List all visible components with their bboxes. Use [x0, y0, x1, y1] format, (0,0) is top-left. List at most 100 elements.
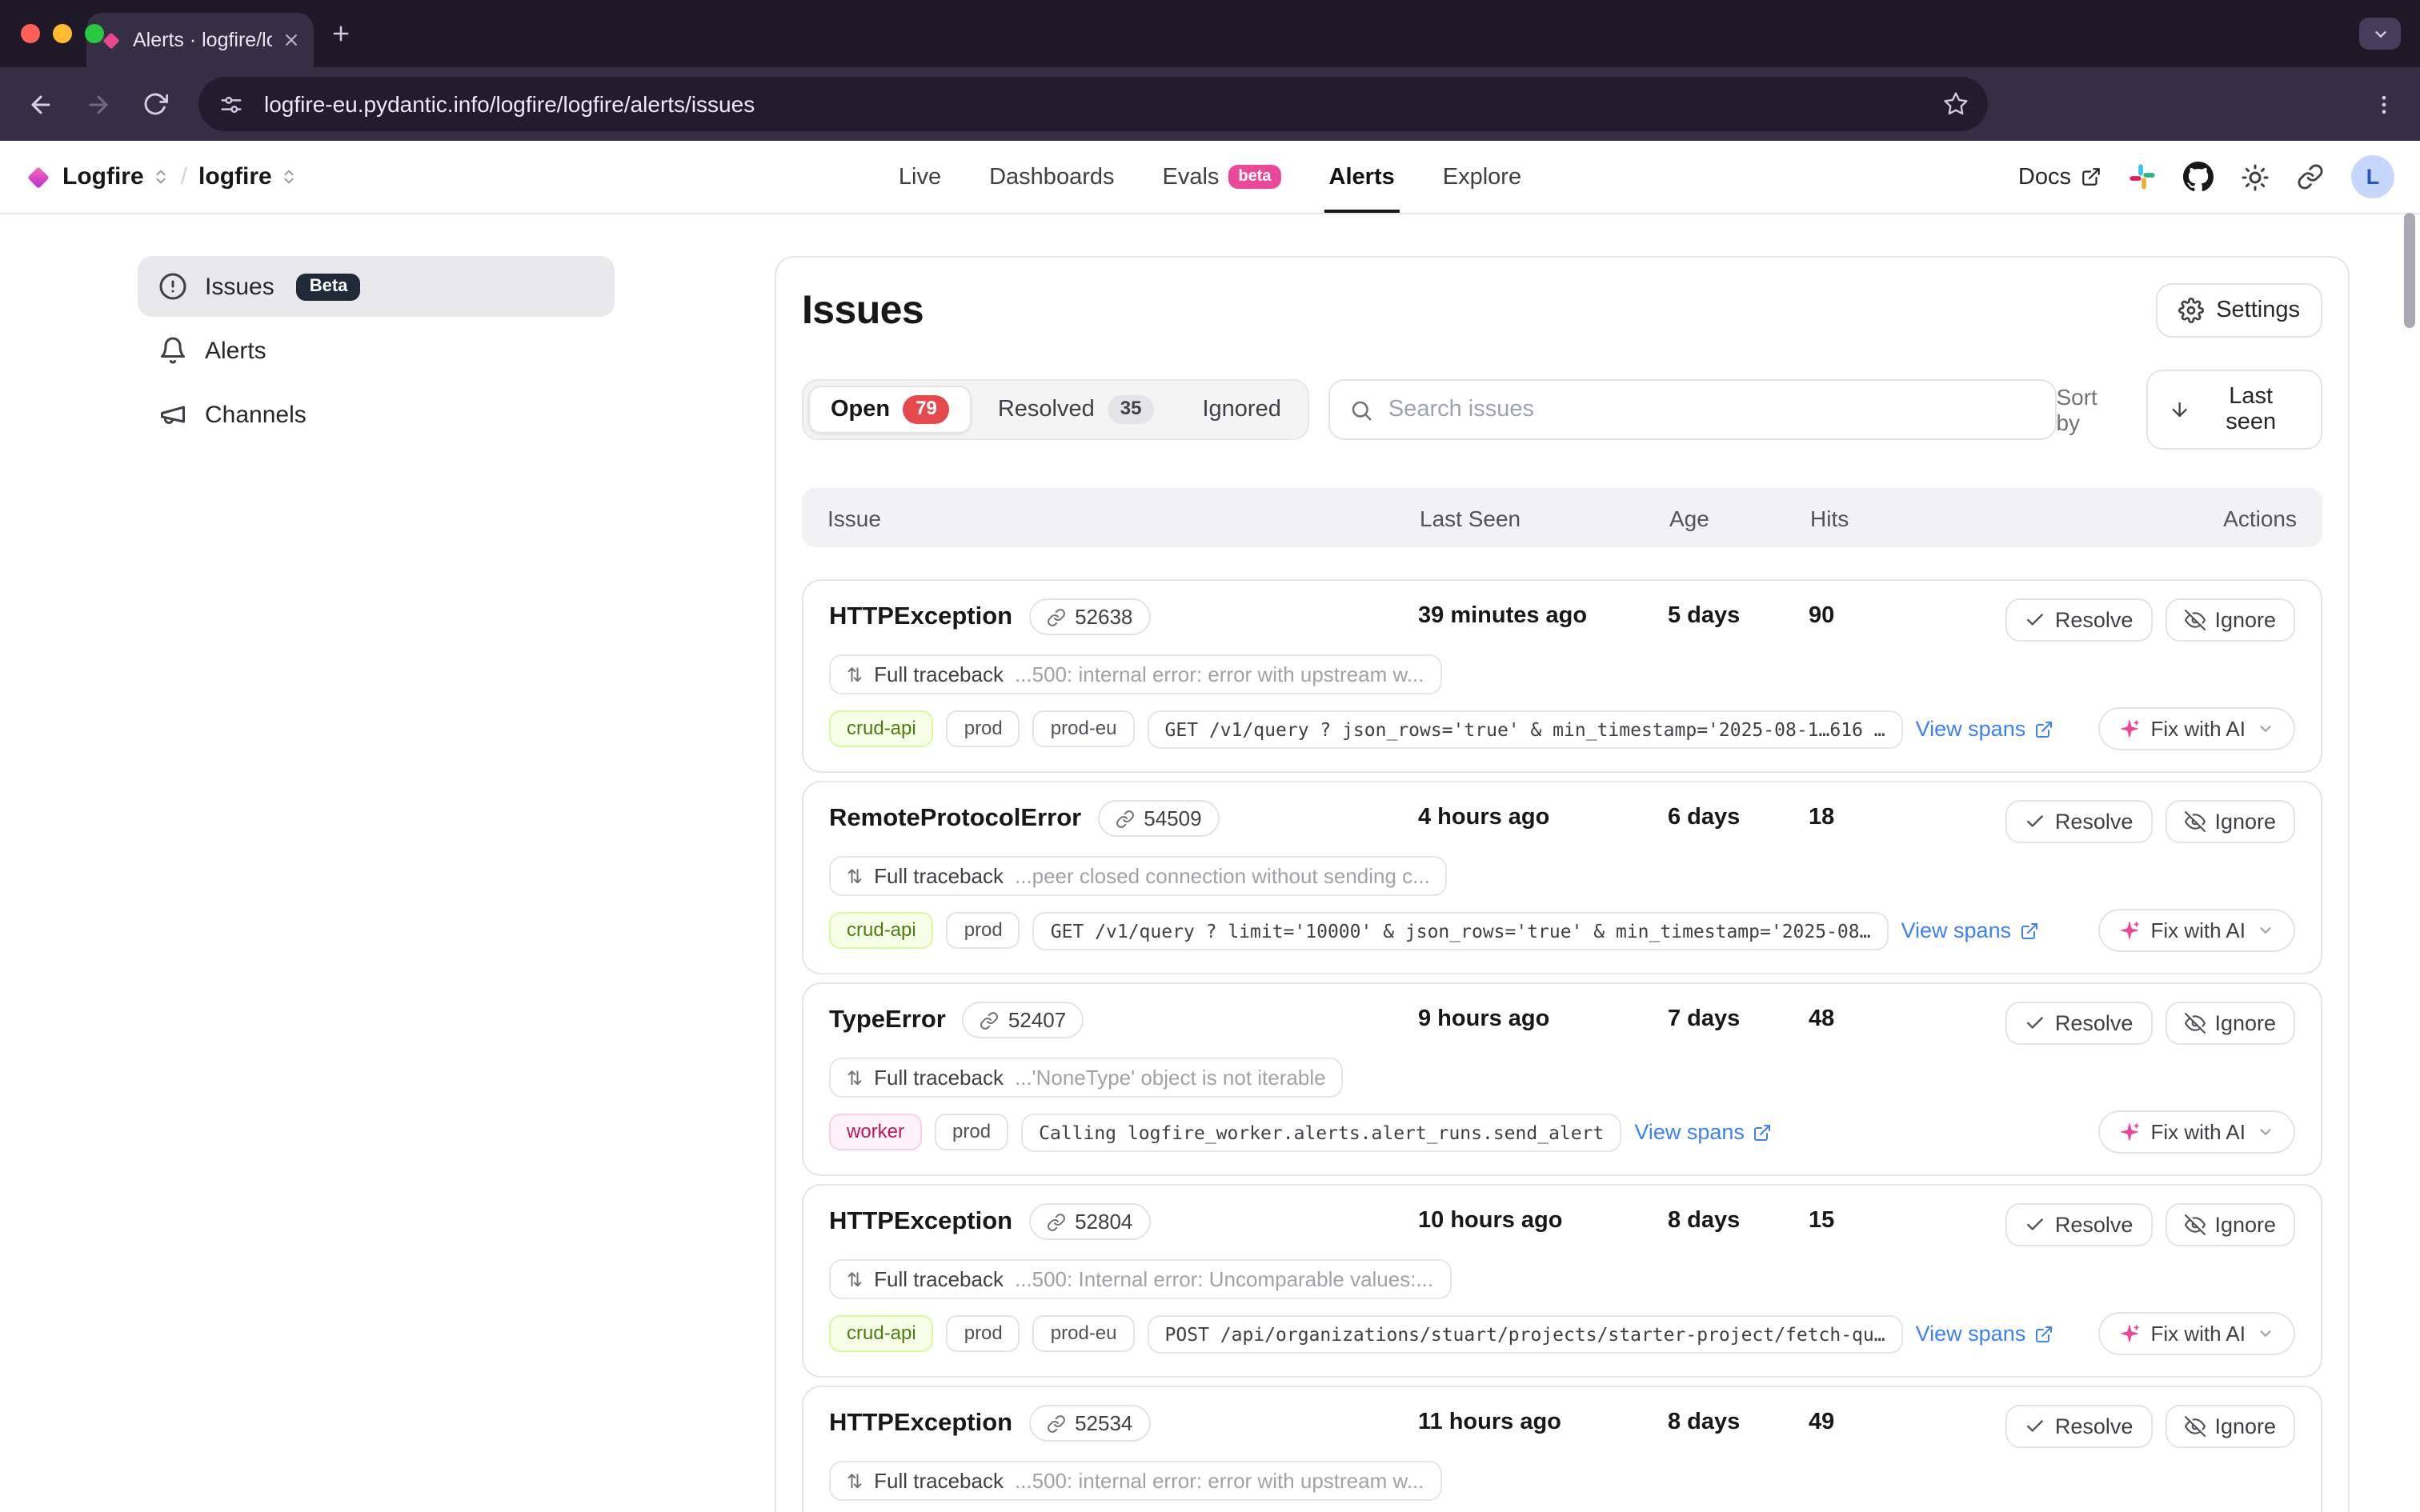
tab-ignored[interactable]: Ignored — [1180, 387, 1303, 432]
nav-evals[interactable]: Evals beta — [1162, 141, 1281, 213]
slack-icon[interactable] — [2129, 163, 2156, 190]
search-box[interactable] — [1328, 379, 2057, 440]
ignore-button[interactable]: Ignore — [2165, 598, 2295, 642]
link-icon — [1046, 607, 1065, 626]
close-window-button[interactable] — [21, 24, 40, 43]
traceback-message: ...'NoneType' object is not iterable — [1014, 1066, 1326, 1090]
issues-beta-badge: Beta — [296, 273, 361, 300]
new-tab-button[interactable] — [330, 22, 352, 45]
docs-link[interactable]: Docs — [2018, 164, 2101, 190]
back-button[interactable] — [13, 77, 67, 131]
nav-alerts[interactable]: Alerts — [1324, 141, 1400, 213]
sidebar-item-alerts[interactable]: Alerts — [138, 320, 615, 381]
sidebar-item-label: Channels — [205, 401, 307, 428]
forward-button[interactable] — [70, 77, 125, 131]
traceback-pill[interactable]: ⇅ Full traceback ...500: Internal error:… — [829, 1259, 1452, 1299]
minimize-window-button[interactable] — [53, 24, 72, 43]
fix-with-ai-button[interactable]: Fix with AI — [2097, 1110, 2295, 1154]
ignore-button[interactable]: Ignore — [2165, 1002, 2295, 1045]
check-icon — [2025, 1013, 2045, 1034]
evals-beta-badge: beta — [1228, 165, 1281, 189]
traceback-pill[interactable]: ⇅ Full traceback ...500: internal error:… — [829, 654, 1442, 694]
user-avatar[interactable]: L — [2351, 155, 2394, 198]
tab-list-chevron-button[interactable] — [2359, 18, 2401, 50]
issue-id-badge[interactable]: 52534 — [1028, 1405, 1151, 1442]
url-text: logfire-eu.pydantic.info/logfire/logfire… — [264, 91, 755, 117]
page-scrollbar[interactable] — [2404, 213, 2415, 328]
issue-id: 52534 — [1075, 1411, 1133, 1435]
nav-dashboards[interactable]: Dashboards — [989, 164, 1115, 190]
issue-card: HTTPException 52638 39 minutes ago 5 day… — [802, 579, 2322, 773]
view-spans-link[interactable]: View spans — [1916, 1322, 2053, 1346]
theme-toggle-icon[interactable] — [2241, 162, 2270, 191]
zoom-window-button[interactable] — [85, 24, 104, 43]
fix-with-ai-button[interactable]: Fix with AI — [2097, 1312, 2295, 1355]
traceback-label: Full traceback — [874, 1267, 1004, 1291]
nav-explore[interactable]: Explore — [1442, 164, 1522, 190]
traceback-pill[interactable]: ⇅ Full traceback ...peer closed connecti… — [829, 856, 1448, 896]
address-bar[interactable]: logfire-eu.pydantic.info/logfire/logfire… — [198, 77, 1988, 131]
table-header: Issue Last Seen Age Hits Actions — [802, 488, 2322, 547]
traceback-pill[interactable]: ⇅ Full traceback ...500: internal error:… — [829, 1461, 1442, 1501]
ignore-button[interactable]: Ignore — [2165, 800, 2295, 843]
sidebar-item-issues[interactable]: Issues Beta — [138, 256, 615, 317]
resolve-button[interactable]: Resolve — [2005, 1405, 2153, 1448]
fix-with-ai-button[interactable]: Fix with AI — [2097, 909, 2295, 952]
browser-tab[interactable]: Alerts · logfire/logfire · Pydan — [86, 13, 314, 67]
tab-close-icon[interactable] — [283, 32, 299, 48]
issue-id-badge[interactable]: 52407 — [961, 1002, 1084, 1038]
tab-resolved[interactable]: Resolved 35 — [976, 386, 1177, 434]
issue-last-seen: 39 minutes ago — [1418, 603, 1588, 629]
tab-favicon-icon — [101, 30, 122, 50]
issue-age: 5 days — [1668, 603, 1741, 629]
issue-id-badge[interactable]: 52804 — [1028, 1203, 1151, 1240]
issue-id-badge[interactable]: 54509 — [1097, 800, 1220, 837]
resolve-button[interactable]: Resolve — [2005, 1203, 2153, 1246]
view-spans-link[interactable]: View spans — [1916, 717, 2053, 741]
issues-panel: Issues Settings Open 79 Resolved 35 — [775, 256, 2350, 1512]
issue-age: 6 days — [1668, 805, 1741, 830]
github-icon[interactable] — [2183, 162, 2214, 192]
share-link-icon[interactable] — [2297, 163, 2324, 190]
check-icon — [2025, 811, 2045, 832]
issue-age: 8 days — [1668, 1410, 1741, 1435]
issue-card: HTTPException 52804 10 hours ago 8 days … — [802, 1184, 2322, 1378]
view-spans-link[interactable]: View spans — [1901, 918, 2039, 942]
view-spans-link[interactable]: View spans — [1634, 1120, 1772, 1144]
browser-menu-icon[interactable] — [2359, 80, 2407, 128]
nav-live[interactable]: Live — [898, 164, 942, 190]
issue-id: 52804 — [1075, 1210, 1133, 1234]
traceback-pill[interactable]: ⇅ Full traceback ...'NoneType' object is… — [829, 1058, 1344, 1098]
expand-traceback-icon: ⇅ — [847, 865, 863, 887]
resolve-button[interactable]: Resolve — [2005, 598, 2153, 642]
issue-hits: 49 — [1809, 1410, 1835, 1435]
arrow-down-icon — [2172, 402, 2187, 418]
issues-list: HTTPException 52638 39 minutes ago 5 day… — [802, 579, 2322, 1512]
issue-id-badge[interactable]: 52638 — [1028, 598, 1151, 635]
tab-open[interactable]: Open 79 — [808, 385, 972, 434]
site-settings-icon[interactable] — [211, 85, 250, 123]
resolve-button[interactable]: Resolve — [2005, 800, 2153, 843]
fix-with-ai-button[interactable]: Fix with AI — [2097, 707, 2295, 750]
issue-code: GET /v1/query ? limit='10000' & json_row… — [1032, 911, 1889, 950]
settings-button[interactable]: Settings — [2155, 283, 2322, 338]
eye-off-icon — [2184, 811, 2206, 832]
sort-button[interactable]: Last seen — [2146, 370, 2322, 450]
reload-button[interactable] — [128, 77, 182, 131]
issue-title: HTTPException — [829, 1409, 1013, 1436]
project-switcher[interactable]: logfire — [198, 163, 298, 190]
resolve-button[interactable]: Resolve — [2005, 1002, 2153, 1045]
window-controls — [21, 24, 104, 43]
sidebar-item-channels[interactable]: Channels — [138, 384, 615, 445]
ignore-button[interactable]: Ignore — [2165, 1405, 2295, 1448]
issue-hits: 90 — [1809, 603, 1835, 629]
link-icon — [980, 1010, 999, 1030]
issue-last-seen: 4 hours ago — [1418, 805, 1550, 830]
traceback-message: ...500: internal error: error with upstr… — [1014, 662, 1424, 686]
org-switcher[interactable]: Logfire — [62, 163, 170, 190]
ignore-button[interactable]: Ignore — [2165, 1203, 2295, 1246]
issue-tag: prod — [946, 1314, 1020, 1353]
bookmark-star-icon[interactable] — [1943, 91, 1969, 117]
search-input[interactable] — [1388, 397, 2036, 422]
